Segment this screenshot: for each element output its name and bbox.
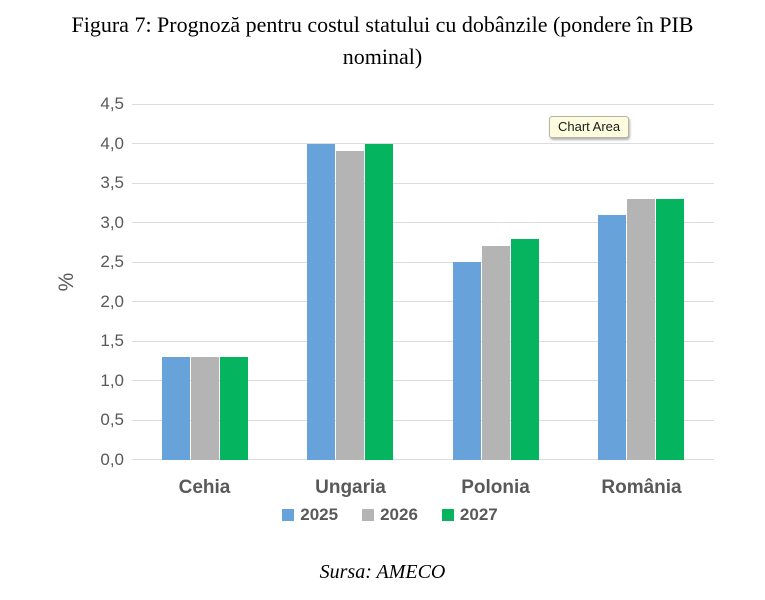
- bar-ungaria-2027[interactable]: [365, 143, 394, 460]
- legend-item-2026[interactable]: 2026: [362, 505, 418, 525]
- gridline: [132, 301, 714, 303]
- figure-title-line1: Figura 7: Prognoză pentru costul statulu…: [71, 12, 694, 37]
- gridline: [132, 261, 714, 263]
- bar-polonia-2026[interactable]: [481, 246, 510, 460]
- bar-ungaria-2026[interactable]: [336, 151, 365, 460]
- x-label-polonia: Polonia: [461, 477, 530, 498]
- gridline: [132, 103, 714, 105]
- legend-swatch-2027: [441, 509, 454, 521]
- legend-label-2027: 2027: [459, 505, 498, 524]
- bar-romania-2025[interactable]: [598, 214, 627, 460]
- bar-polonia-2025[interactable]: [452, 262, 481, 460]
- bar-cehia-2026[interactable]: [190, 357, 219, 460]
- legend-swatch-2025: [282, 509, 295, 521]
- legend: 2025 2026 2027: [65, 505, 715, 525]
- y-axis-label: %: [55, 272, 78, 292]
- bar-romania-2027[interactable]: [656, 198, 685, 460]
- x-label-cehia: Cehia: [178, 477, 231, 498]
- legend-swatch-2026: [362, 509, 375, 521]
- bar-cehia-2027[interactable]: [219, 357, 248, 460]
- bar-polonia-2027[interactable]: [510, 238, 539, 460]
- x-label-romania: România: [601, 477, 682, 498]
- gridline: [132, 182, 714, 184]
- chart-area-tooltip: Chart Area: [549, 116, 630, 138]
- gridline: [132, 380, 714, 382]
- legend-label-2026: 2026: [380, 505, 418, 524]
- plot-area[interactable]: [132, 103, 714, 460]
- figure-title-line2: nominal): [342, 44, 423, 69]
- x-axis-labels: Cehia Ungaria Polonia România: [132, 477, 714, 503]
- bar-cehia-2025[interactable]: [161, 357, 190, 460]
- gridline: [132, 143, 714, 145]
- gridline: [132, 340, 714, 342]
- bar-romania-2026[interactable]: [627, 198, 656, 460]
- gridline: [132, 222, 714, 224]
- legend-item-2027[interactable]: 2027: [441, 505, 498, 525]
- gridline: [132, 419, 714, 421]
- gridline: [132, 459, 714, 460]
- legend-item-2025[interactable]: 2025: [282, 505, 338, 525]
- legend-label-2025: 2025: [300, 505, 339, 524]
- x-label-ungaria: Ungaria: [315, 477, 386, 498]
- figure-title: Figura 7: Prognoză pentru costul statulu…: [0, 9, 765, 73]
- source-caption: Sursa: AMECO: [319, 561, 446, 583]
- bar-ungaria-2025[interactable]: [307, 143, 336, 460]
